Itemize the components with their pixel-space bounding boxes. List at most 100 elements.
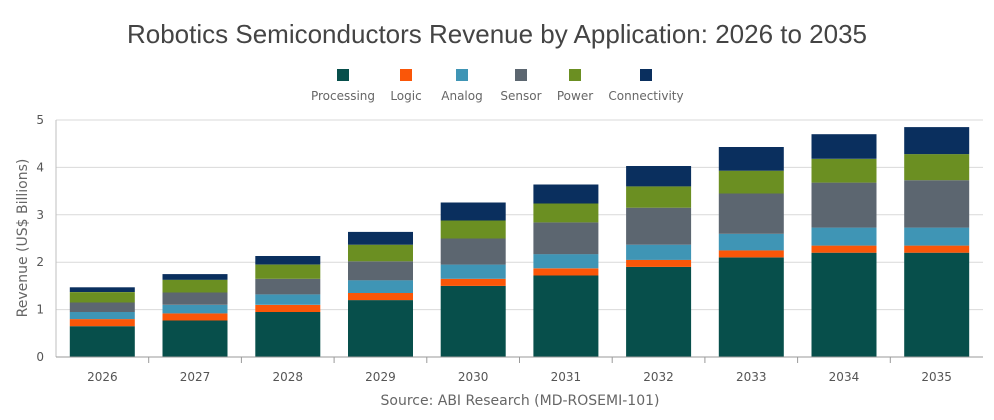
bar-segment-processing-2029 — [348, 300, 413, 357]
x-tick-label: 2032 — [643, 370, 674, 384]
bar-segment-connectivity-2027 — [162, 274, 228, 280]
legend: Processing Logic Analog Sensor Power Connecti… — [311, 69, 684, 103]
bar-segment-processing-2030 — [440, 285, 506, 357]
axes: 0 1 2 3 4 5 2026 2027 2028 2029 2030 2031 2032 2033 20… — [36, 113, 983, 384]
legend-item-analog: Analog — [441, 69, 483, 103]
bar-segment-connectivity-2032 — [626, 166, 692, 187]
y-axis-title: Revenue (US$ Billions) — [15, 159, 31, 318]
legend-swatch — [515, 69, 527, 81]
legend-item-power: Power — [557, 69, 593, 103]
bar-segment-connectivity-2035 — [904, 127, 970, 155]
bar-segment-processing-2035 — [904, 252, 970, 357]
bar-segment-analog-2031 — [533, 254, 599, 269]
x-tick-label: 2030 — [458, 370, 489, 384]
y-tick-label: 5 — [36, 113, 44, 127]
legend-swatch — [337, 69, 349, 81]
x-tick-label: 2033 — [736, 370, 767, 384]
bar-segment-connectivity-2034 — [811, 134, 877, 159]
bar-segment-logic-2028 — [255, 304, 321, 312]
bar-segment-power-2028 — [255, 264, 321, 279]
bar-segment-analog-2028 — [255, 294, 321, 305]
bar-segment-connectivity-2030 — [440, 202, 506, 221]
y-tick-label: 4 — [36, 160, 44, 174]
bar-segment-processing-2028 — [255, 312, 321, 357]
bar-segment-power-2029 — [348, 244, 413, 262]
bar-segment-processing-2031 — [533, 275, 599, 357]
bar-segment-processing-2034 — [811, 252, 877, 357]
bar-segment-sensor-2030 — [440, 238, 506, 265]
legend-swatch — [400, 69, 412, 81]
bar-segment-power-2035 — [904, 154, 970, 181]
x-tick-label: 2034 — [829, 370, 860, 384]
bar-segment-connectivity-2026 — [69, 287, 135, 292]
legend-label: Processing — [311, 89, 375, 103]
bar-segment-analog-2034 — [811, 227, 877, 246]
bar-segment-sensor-2028 — [255, 278, 321, 295]
y-tick-label: 2 — [36, 255, 44, 269]
legend-swatch — [640, 69, 652, 81]
chart-title: Robotics Semiconductors Revenue by Appli… — [127, 19, 867, 49]
bar-segment-power-2034 — [811, 158, 877, 183]
bar-segment-power-2033 — [718, 170, 784, 194]
legend-label: Analog — [441, 89, 482, 103]
x-tick-label: 2026 — [87, 370, 118, 384]
legend-label: Logic — [390, 89, 421, 103]
bar-segment-logic-2030 — [440, 278, 506, 286]
bar-segment-analog-2032 — [626, 244, 692, 260]
legend-item-logic: Logic — [390, 69, 422, 103]
bar-segment-sensor-2032 — [626, 207, 692, 245]
bar-segment-power-2026 — [69, 292, 135, 303]
y-tick-label: 3 — [36, 208, 44, 222]
x-tick-label: 2029 — [365, 370, 396, 384]
bar-segment-logic-2032 — [626, 259, 692, 267]
bar-segment-analog-2026 — [69, 312, 135, 320]
legend-swatch — [569, 69, 581, 81]
bar-segment-logic-2034 — [811, 245, 877, 253]
bar-segment-sensor-2033 — [718, 193, 784, 234]
bar-segment-logic-2031 — [533, 268, 599, 276]
bar-segment-power-2031 — [533, 203, 599, 223]
bar-segment-analog-2029 — [348, 280, 413, 293]
bar-segment-processing-2026 — [69, 326, 135, 357]
bar-segment-connectivity-2033 — [718, 147, 784, 171]
bar-segment-power-2032 — [626, 186, 692, 208]
bar-segment-connectivity-2031 — [533, 184, 599, 204]
bar-segment-sensor-2027 — [162, 292, 228, 305]
bar-segment-logic-2029 — [348, 293, 413, 301]
bar-segment-sensor-2034 — [811, 182, 877, 228]
x-tick-label: 2035 — [921, 370, 952, 384]
bar-segment-power-2027 — [162, 279, 228, 293]
bar-segment-sensor-2035 — [904, 180, 970, 228]
x-tick-label: 2028 — [272, 370, 303, 384]
bar-segment-processing-2027 — [162, 320, 228, 357]
bar-segment-power-2030 — [440, 220, 506, 239]
bar-segment-connectivity-2028 — [255, 256, 321, 265]
legend-item-processing: Processing — [311, 69, 375, 103]
bar-segment-sensor-2031 — [533, 222, 599, 255]
y-tick-label: 0 — [36, 350, 44, 364]
bar-segment-analog-2027 — [162, 304, 228, 314]
bar-segment-processing-2033 — [718, 257, 784, 357]
bar-segment-analog-2030 — [440, 264, 506, 279]
bar-segment-connectivity-2029 — [348, 231, 413, 245]
bar-segment-sensor-2026 — [69, 302, 135, 312]
x-tick-label: 2031 — [551, 370, 582, 384]
source-note: Source: ABI Research (MD-ROSEMI-101) — [381, 393, 660, 409]
legend-label: Sensor — [500, 89, 541, 103]
legend-swatch — [456, 69, 468, 81]
bars — [69, 127, 970, 357]
y-tick-label: 1 — [36, 303, 44, 317]
bar-segment-processing-2032 — [626, 266, 692, 357]
bar-segment-analog-2033 — [718, 233, 784, 251]
x-tick-label: 2027 — [180, 370, 211, 384]
bar-segment-logic-2035 — [904, 245, 970, 253]
bar-segment-sensor-2029 — [348, 261, 413, 281]
bar-segment-logic-2027 — [162, 313, 228, 321]
bar-segment-analog-2035 — [904, 227, 970, 246]
legend-item-sensor: Sensor — [500, 69, 542, 103]
bar-segment-logic-2033 — [718, 250, 784, 258]
bar-segment-logic-2026 — [69, 319, 135, 327]
legend-label: Connectivity — [608, 89, 683, 103]
legend-item-connectivity: Connectivity — [608, 69, 684, 103]
